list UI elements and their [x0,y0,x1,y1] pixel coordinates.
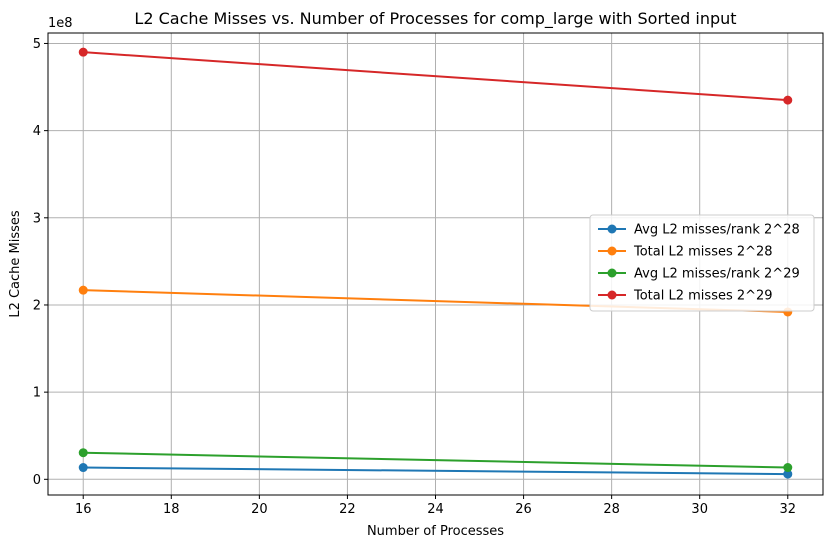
x-tick-label: 16 [75,502,92,517]
y-tick-label: 1 [33,386,41,401]
legend-marker [607,268,617,278]
x-tick-label: 24 [427,502,444,517]
legend-item: Avg L2 misses/rank 2^28 [598,223,800,238]
x-tick-label: 18 [163,502,180,517]
y-tick-label: 4 [33,124,41,139]
data-point [783,95,793,105]
y-axis-offset-label: 1e8 [48,16,73,31]
series-line [83,51,788,102]
x-axis-label: Number of Processes [367,524,504,539]
legend-item: Avg L2 misses/rank 2^29 [598,267,800,282]
legend-marker [607,224,617,234]
y-tick-label: 2 [33,298,41,313]
legend-marker [607,246,617,256]
data-point [78,448,88,458]
series-line [83,451,788,469]
y-axis-label: L2 Cache Misses [8,210,23,318]
series-3 [78,47,793,105]
x-tick-label: 22 [339,502,356,517]
x-tick-label: 26 [515,502,532,517]
legend-label: Avg L2 misses/rank 2^28 [634,223,800,238]
series-2 [78,448,793,473]
x-tick-label: 28 [603,502,620,517]
x-tick-label: 30 [691,502,708,517]
series-line [83,466,788,476]
legend-label: Total L2 misses 2^29 [633,289,773,304]
x-tick-label: 32 [779,502,796,517]
legend: Avg L2 misses/rank 2^28 Total L2 misses 2… [589,214,815,312]
y-tick-label: 5 [33,37,41,52]
legend-label: Total L2 misses 2^28 [633,245,773,260]
x-tick-label: 20 [251,502,268,517]
y-tick-label: 3 [33,211,41,226]
data-point [78,285,88,295]
legend-item: Total L2 misses 2^28 [598,245,773,260]
data-point [78,47,88,57]
data-point [78,463,88,473]
legend-marker [607,290,617,300]
data-point [783,469,793,479]
legend-label: Avg L2 misses/rank 2^29 [634,267,800,282]
y-tick-label: 0 [33,473,41,488]
chart-title: L2 Cache Misses vs. Number of Processes … [134,9,736,29]
legend-item: Total L2 misses 2^29 [598,289,773,304]
legend-box [589,214,815,312]
series-0 [78,463,793,479]
axis-ticks: 16 18 20 22 24 26 28 30 32 0 1 2 3 4 5 [33,37,796,517]
data-point [783,463,793,473]
